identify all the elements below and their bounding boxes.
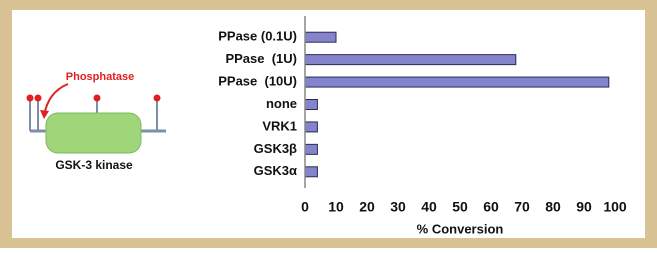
bar (305, 144, 317, 154)
y-tick-label: GSK3β (254, 141, 297, 156)
phosphate (35, 95, 42, 102)
y-tick-label: none (266, 96, 297, 111)
x-tick-label: 0 (301, 199, 309, 215)
x-tick-label: 50 (452, 199, 468, 215)
enzyme-label: Phosphatase (66, 71, 134, 83)
phosphate (27, 95, 34, 102)
x-axis-title: % Conversion (417, 221, 504, 236)
x-tick-label: 100 (603, 199, 627, 215)
bar (305, 122, 317, 132)
y-tick-label: GSK3α (254, 163, 297, 178)
x-tick-label: 40 (421, 199, 437, 215)
x-tick-label: 70 (514, 199, 530, 215)
protein-label: GSK-3 kinase (55, 158, 133, 172)
x-tick-label: 20 (359, 199, 375, 215)
figure: Phosphatase GSK-3 kinase % Conversion 0 1… (0, 0, 657, 248)
phosphate (94, 95, 101, 102)
x-tick-label: 10 (328, 199, 344, 215)
bar (305, 100, 317, 110)
bar (305, 77, 609, 87)
y-tick-label: PPase (1U) (225, 51, 297, 66)
phosphate (154, 95, 161, 102)
x-tick-label: 60 (483, 199, 499, 215)
x-tick-label: 80 (545, 199, 561, 215)
y-tick-label: VRK1 (262, 118, 297, 133)
y-tick-label: PPase (10U) (218, 74, 297, 89)
bar (305, 167, 317, 177)
bar (305, 32, 336, 42)
y-tick-label: PPase (0.1U) (218, 29, 297, 44)
x-tick-label: 30 (390, 199, 406, 215)
bar (305, 55, 516, 65)
kinase-body (46, 113, 141, 153)
x-tick-label: 90 (576, 199, 592, 215)
